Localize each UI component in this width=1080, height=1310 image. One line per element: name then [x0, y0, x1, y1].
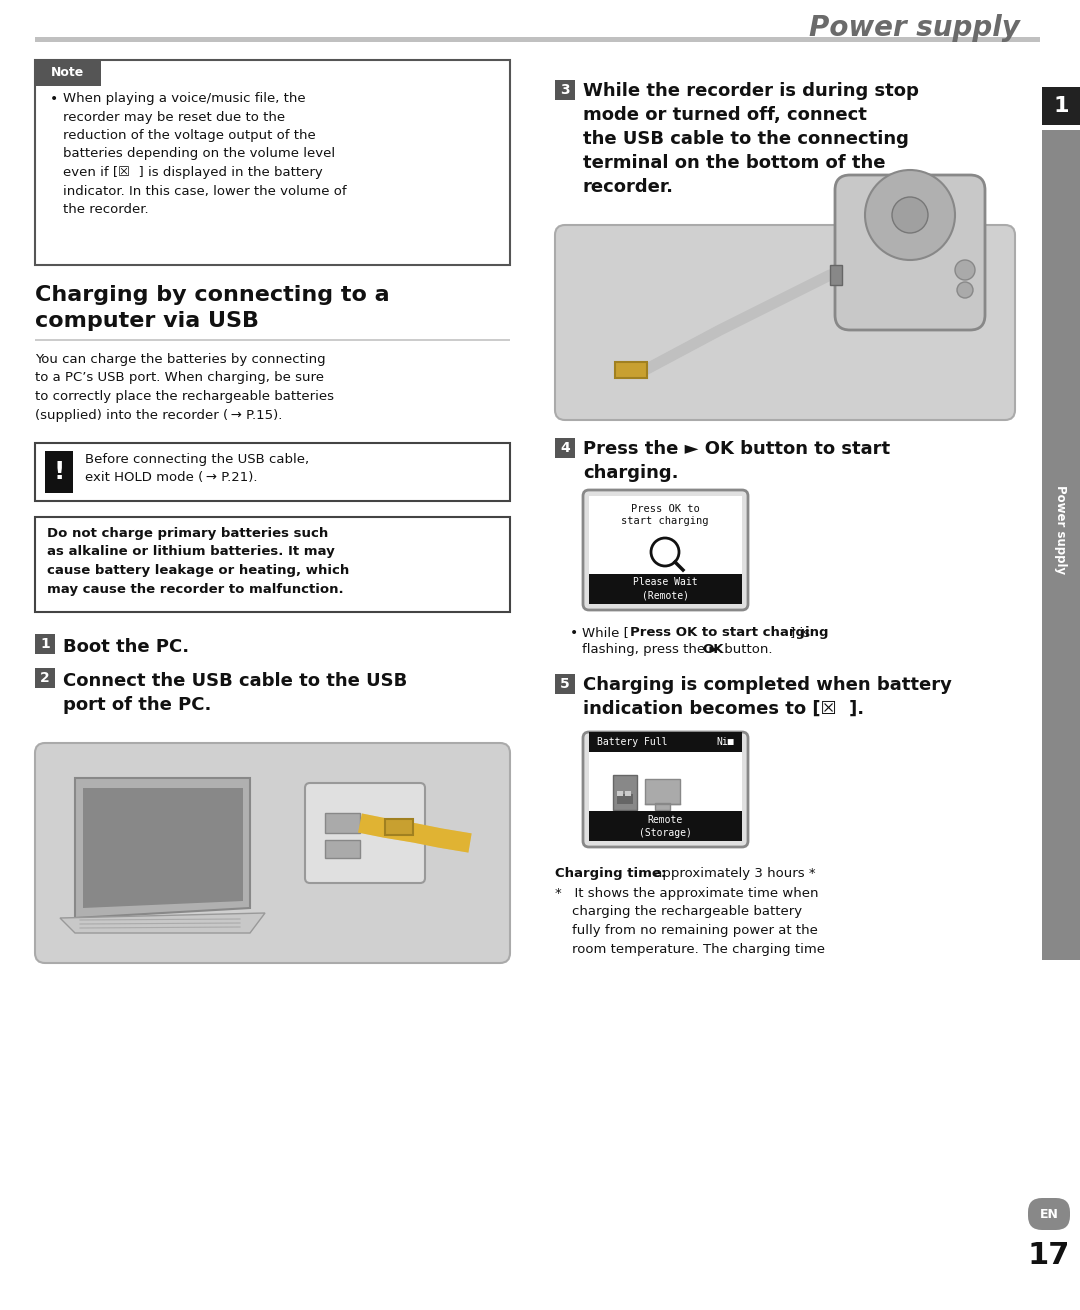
Text: Press the ► OK button to start
charging.: Press the ► OK button to start charging.: [583, 440, 890, 482]
Text: computer via USB: computer via USB: [35, 310, 259, 331]
Text: Charging by connecting to a: Charging by connecting to a: [35, 286, 390, 305]
Text: *   It shows the approximate time when
    charging the rechargeable battery
   : * It shows the approximate time when cha…: [555, 887, 825, 955]
FancyBboxPatch shape: [583, 732, 748, 848]
Bar: [654, 803, 670, 810]
Text: 5: 5: [561, 677, 570, 690]
Bar: [1042, 86, 1080, 124]
Text: approximately 3 hours *: approximately 3 hours *: [650, 867, 815, 880]
Text: 2: 2: [40, 671, 50, 685]
Text: Boot the PC.: Boot the PC.: [63, 638, 189, 656]
Bar: [831, 265, 842, 286]
Text: •: •: [50, 92, 58, 106]
Text: 1: 1: [1053, 96, 1069, 117]
Text: start charging: start charging: [621, 516, 708, 527]
Text: Ni■: Ni■: [716, 738, 734, 747]
FancyBboxPatch shape: [583, 490, 748, 610]
Text: Please Wait: Please Wait: [633, 576, 698, 587]
Text: Do not charge primary batteries such
as alkaline or lithium batteries. It may
ca: Do not charge primary batteries such as …: [48, 527, 349, 596]
Bar: [555, 438, 575, 458]
Bar: [45, 451, 73, 493]
Bar: [589, 738, 742, 841]
Text: •: •: [570, 626, 578, 641]
FancyBboxPatch shape: [305, 783, 426, 883]
Text: EN: EN: [1040, 1208, 1058, 1221]
Text: 3: 3: [561, 83, 570, 97]
FancyBboxPatch shape: [835, 176, 985, 330]
Text: button.: button.: [720, 643, 772, 656]
Polygon shape: [75, 778, 249, 918]
Bar: [35, 60, 102, 86]
Bar: [589, 574, 742, 604]
Text: You can charge the batteries by connecting
to a PC’s USB port. When charging, be: You can charge the batteries by connecti…: [35, 352, 334, 422]
Bar: [35, 339, 510, 341]
Text: (Storage): (Storage): [638, 828, 691, 838]
Bar: [35, 37, 1040, 42]
Text: Power supply: Power supply: [809, 14, 1020, 42]
Text: OK: OK: [702, 643, 724, 656]
Text: 1: 1: [40, 637, 50, 651]
Circle shape: [892, 196, 928, 233]
Text: ] is: ] is: [789, 626, 810, 639]
Text: Connect the USB cable to the USB
port of the PC.: Connect the USB cable to the USB port of…: [63, 672, 407, 714]
Text: Power supply: Power supply: [1054, 486, 1067, 575]
Bar: [384, 819, 413, 834]
Bar: [555, 80, 575, 100]
Bar: [35, 668, 55, 688]
Text: Press OK to: Press OK to: [631, 504, 700, 514]
Polygon shape: [60, 913, 265, 933]
Text: Before connecting the USB cable,
exit HOLD mode ( → P.21).: Before connecting the USB cable, exit HO…: [85, 453, 309, 485]
Text: When playing a voice/music file, the
recorder may be reset due to the
reduction : When playing a voice/music file, the rec…: [63, 92, 347, 216]
Bar: [555, 675, 575, 694]
Text: Remote: Remote: [647, 815, 683, 825]
Bar: [615, 362, 647, 379]
FancyBboxPatch shape: [555, 225, 1015, 421]
Bar: [625, 791, 631, 796]
FancyBboxPatch shape: [35, 743, 510, 963]
Text: (Remote): (Remote): [642, 591, 689, 601]
Text: Charging time:: Charging time:: [555, 867, 666, 880]
Bar: [35, 60, 510, 265]
Bar: [589, 496, 742, 604]
Text: 17: 17: [1028, 1241, 1070, 1269]
Bar: [35, 634, 55, 654]
Bar: [613, 776, 637, 810]
Bar: [35, 443, 510, 500]
Bar: [1042, 130, 1080, 960]
Text: Charging is completed when battery
indication becomes to [☒  ].: Charging is completed when battery indic…: [583, 676, 951, 718]
Circle shape: [957, 282, 973, 297]
Bar: [325, 814, 360, 833]
Bar: [617, 791, 623, 796]
Text: flashing, press the ►: flashing, press the ►: [582, 643, 719, 656]
Circle shape: [865, 170, 955, 259]
Circle shape: [955, 259, 975, 280]
FancyBboxPatch shape: [1028, 1199, 1070, 1230]
Text: While [: While [: [582, 626, 629, 639]
Text: 4: 4: [561, 441, 570, 455]
Polygon shape: [83, 789, 243, 908]
Text: While the recorder is during stop
mode or turned off, connect
the USB cable to t: While the recorder is during stop mode o…: [583, 83, 919, 195]
Bar: [617, 794, 633, 804]
Bar: [325, 840, 360, 858]
Text: Press OK to start charging: Press OK to start charging: [630, 626, 828, 639]
Bar: [645, 779, 680, 804]
Text: Note: Note: [52, 67, 84, 80]
Bar: [35, 517, 510, 612]
Text: !: !: [53, 460, 65, 483]
Text: Battery Full: Battery Full: [597, 738, 667, 747]
Bar: [589, 732, 742, 752]
Bar: [589, 811, 742, 841]
